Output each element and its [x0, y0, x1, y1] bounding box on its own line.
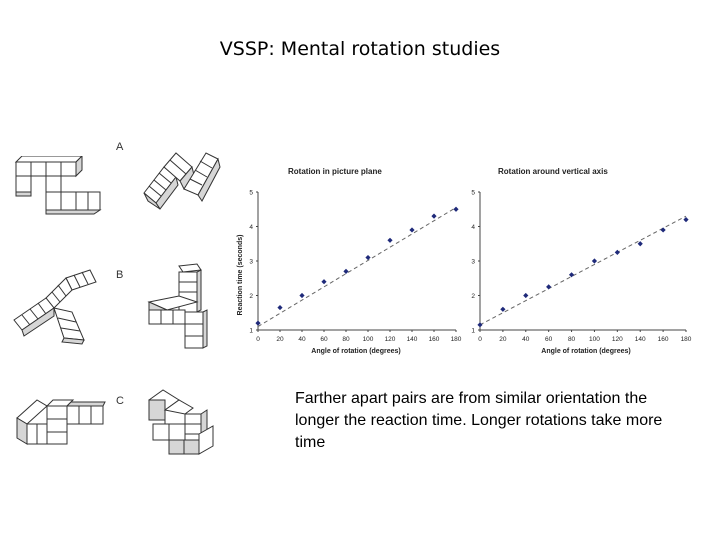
y-tick-label: 2	[249, 293, 253, 300]
block-figure-a-right	[143, 152, 221, 210]
data-point	[431, 213, 437, 219]
x-tick-label: 140	[407, 336, 418, 343]
x-tick-label: 60	[545, 336, 553, 343]
y-tick-label: 4	[471, 224, 475, 231]
x-tick-label: 0	[256, 336, 260, 343]
data-point	[453, 206, 459, 212]
data-point	[343, 268, 349, 274]
trend-line	[479, 215, 687, 326]
x-tick-label: 60	[320, 336, 328, 343]
y-tick-label: 1	[249, 328, 253, 335]
data-point	[591, 258, 598, 264]
data-point	[387, 237, 393, 243]
chart-vertical-axis: Rotation around vertical axis Angle of r…	[458, 160, 693, 360]
x-tick-label: 100	[363, 336, 374, 343]
x-tick-label: 180	[681, 336, 692, 343]
pair-label-c: C	[116, 395, 124, 407]
x-tick-label: 40	[522, 336, 530, 343]
data-point	[277, 304, 283, 311]
x-tick-label: 80	[568, 336, 576, 343]
y-tick-label: 1	[471, 328, 475, 335]
x-tick-label: 0	[478, 336, 482, 343]
x-tick-label: 40	[298, 336, 306, 343]
data-point	[409, 227, 415, 233]
y-tick-label: 5	[471, 190, 475, 197]
block-figure-a-left	[14, 156, 102, 215]
data-point	[637, 241, 643, 247]
x-tick-label: 20	[499, 336, 507, 343]
data-point	[660, 227, 666, 233]
data-point	[255, 320, 261, 326]
x-tick-label: 100	[589, 336, 600, 343]
pair-label-a: A	[116, 141, 124, 153]
data-point	[299, 292, 305, 299]
data-point	[546, 284, 552, 290]
block-figure-c-left	[16, 399, 106, 445]
x-axis-label: Angle of rotation (degrees)	[311, 348, 400, 355]
x-tick-label: 160	[658, 336, 669, 343]
x-tick-label: 160	[429, 336, 440, 343]
x-tick-label: 120	[612, 336, 623, 343]
chart-picture-plane: Rotation in picture plane Reaction time …	[228, 160, 463, 360]
caption-text: Farther apart pairs are from similar ori…	[295, 390, 663, 451]
trend-line	[257, 207, 457, 327]
y-axis-label: Reaction time (seconds)	[237, 235, 244, 316]
x-tick-label: 140	[635, 336, 646, 343]
y-tick-label: 3	[249, 259, 253, 266]
chart-title: Rotation in picture plane	[288, 167, 382, 176]
y-tick-label: 3	[471, 259, 475, 266]
chart-title: Rotation around vertical axis	[498, 167, 608, 176]
block-figure-b-right	[147, 263, 208, 349]
data-point	[614, 249, 620, 255]
x-tick-label: 20	[276, 336, 284, 343]
block-figure-b-left	[13, 269, 97, 345]
y-tick-label: 2	[471, 293, 475, 300]
data-point	[523, 292, 529, 299]
data-point	[477, 322, 483, 328]
x-axis-label: Angle of rotation (degrees)	[541, 348, 630, 355]
slide-title: VSSP: Mental rotation studies	[219, 38, 501, 60]
pair-label-b: B	[116, 269, 124, 281]
y-tick-label: 4	[249, 224, 253, 231]
data-point	[683, 217, 689, 223]
block-figure-c-right	[148, 389, 214, 455]
x-tick-label: 180	[451, 336, 462, 343]
y-tick-label: 5	[249, 190, 253, 197]
data-point	[321, 279, 327, 285]
x-tick-label: 120	[385, 336, 396, 343]
data-point	[365, 254, 371, 261]
data-point	[500, 306, 506, 312]
data-point	[568, 272, 575, 278]
x-tick-label: 80	[342, 336, 350, 343]
